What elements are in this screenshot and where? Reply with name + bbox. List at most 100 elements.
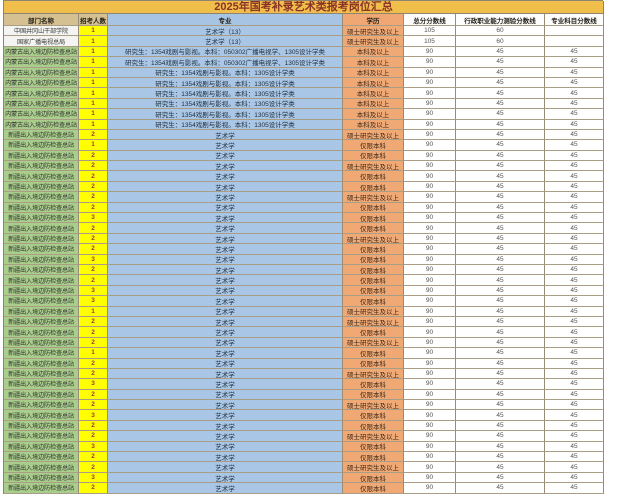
cell-total-score[interactable]: 90 [404, 316, 456, 328]
cell-major[interactable]: 艺术学 [108, 181, 343, 193]
cell-department[interactable]: 内蒙古出入境边防检查总站 [4, 46, 79, 58]
cell-major[interactable]: 艺术学 [108, 223, 343, 234]
cell-aptitude-score[interactable]: 45 [456, 296, 545, 307]
cell-total-score[interactable]: 90 [404, 129, 456, 141]
cell-department[interactable]: 新疆出入境边防检查总站 [4, 192, 79, 203]
cell-education[interactable]: 仅限本科 [343, 348, 404, 359]
cell-recruit-count[interactable]: 2 [79, 150, 108, 162]
cell-department[interactable]: 新疆出入境边防检查总站 [4, 161, 79, 172]
cell-recruit-count[interactable]: 2 [79, 327, 108, 338]
cell-total-score[interactable]: 90 [404, 452, 456, 463]
cell-aptitude-score[interactable]: 45 [456, 410, 545, 421]
cell-department[interactable]: 新疆出入境边防检查总站 [4, 213, 79, 224]
cell-aptitude-score[interactable]: 45 [456, 441, 545, 453]
cell-total-score[interactable]: 90 [404, 348, 456, 359]
cell-major[interactable]: 艺术学 [108, 441, 343, 453]
cell-recruit-count[interactable]: 3 [79, 472, 108, 484]
cell-recruit-count[interactable]: 1 [79, 98, 108, 110]
cell-total-score[interactable]: 105 [404, 36, 456, 47]
cell-total-score[interactable]: 90 [404, 275, 456, 286]
cell-education[interactable]: 仅限本科 [343, 441, 404, 453]
cell-department[interactable]: 新疆出入境边防检查总站 [4, 233, 79, 245]
cell-department[interactable]: 新疆出入境边防检查总站 [4, 244, 79, 255]
cell-total-score[interactable]: 90 [404, 296, 456, 307]
cell-recruit-count[interactable]: 1 [79, 36, 108, 47]
cell-subject-score[interactable]: 45 [545, 285, 604, 297]
cell-recruit-count[interactable]: 3 [79, 254, 108, 265]
cell-total-score[interactable]: 90 [404, 109, 456, 120]
cell-aptitude-score[interactable]: 45 [456, 192, 545, 203]
cell-aptitude-score[interactable]: 45 [456, 98, 545, 110]
cell-education[interactable]: 仅限本科 [343, 171, 404, 182]
cell-total-score[interactable]: 90 [404, 46, 456, 58]
cell-aptitude-score[interactable]: 45 [456, 379, 545, 390]
cell-total-score[interactable]: 90 [404, 223, 456, 234]
cell-subject-score[interactable]: 45 [545, 337, 604, 349]
cell-subject-score[interactable]: 45 [545, 140, 604, 151]
cell-subject-score[interactable]: 45 [545, 98, 604, 110]
cell-total-score[interactable]: 90 [404, 358, 456, 369]
cell-total-score[interactable]: 90 [404, 254, 456, 265]
cell-department[interactable]: 新疆出入境边防检查总站 [4, 441, 79, 453]
cell-subject-score[interactable]: 45 [545, 472, 604, 484]
cell-recruit-count[interactable]: 2 [79, 389, 108, 401]
cell-department[interactable]: 新疆出入境边防检查总站 [4, 306, 79, 317]
cell-education[interactable]: 本科及以上 [343, 67, 404, 78]
cell-education[interactable]: 本科及以上 [343, 57, 404, 68]
cell-total-score[interactable]: 90 [404, 171, 456, 182]
cell-total-score[interactable]: 90 [404, 431, 456, 442]
cell-major[interactable]: 艺术学 [108, 202, 343, 214]
cell-aptitude-score[interactable]: 45 [456, 275, 545, 286]
cell-education[interactable]: 硕士研究生及以上 [343, 462, 404, 473]
cell-total-score[interactable]: 90 [404, 181, 456, 193]
cell-recruit-count[interactable]: 2 [79, 400, 108, 411]
cell-major[interactable]: 艺术学 [108, 379, 343, 390]
cell-subject-score[interactable]: 45 [545, 368, 604, 380]
cell-education[interactable]: 仅限本科 [343, 244, 404, 255]
cell-total-score[interactable]: 90 [404, 67, 456, 78]
cell-aptitude-score[interactable]: 45 [456, 244, 545, 255]
cell-major[interactable]: 研究生：1354戏剧与影视。本科：1305设计学类 [108, 98, 343, 110]
cell-department[interactable]: 新疆出入境边防检查总站 [4, 327, 79, 338]
cell-department[interactable]: 新疆出入境边防检查总站 [4, 150, 79, 162]
cell-education[interactable]: 本科及以上 [343, 46, 404, 58]
cell-department[interactable]: 新疆出入境边防检查总站 [4, 389, 79, 401]
cell-total-score[interactable]: 90 [404, 98, 456, 110]
cell-aptitude-score[interactable]: 45 [456, 316, 545, 328]
cell-department[interactable]: 新疆出入境边防检查总站 [4, 452, 79, 463]
cell-major[interactable]: 研究生：1354戏剧与影视。本科：1305设计学类 [108, 67, 343, 78]
cell-department[interactable]: 新疆出入境边防检查总站 [4, 420, 79, 432]
cell-education[interactable]: 仅限本科 [343, 379, 404, 390]
header-total-score[interactable]: 总分分数线 [404, 14, 456, 26]
cell-recruit-count[interactable]: 2 [79, 192, 108, 203]
cell-major[interactable]: 艺术学（13） [108, 36, 343, 47]
cell-aptitude-score[interactable]: 45 [456, 150, 545, 162]
cell-aptitude-score[interactable]: 45 [456, 483, 545, 494]
cell-major[interactable]: 艺术学 [108, 275, 343, 286]
cell-education[interactable]: 硕士研究生及以上 [343, 368, 404, 380]
cell-recruit-count[interactable]: 2 [79, 337, 108, 349]
cell-subject-score[interactable]: 45 [545, 254, 604, 265]
cell-subject-score[interactable]: 45 [545, 150, 604, 162]
cell-department[interactable]: 内蒙古出入境边防检查总站 [4, 77, 79, 89]
cell-department[interactable]: 新疆出入境边防检查总站 [4, 483, 79, 494]
cell-subject-score[interactable]: 45 [545, 171, 604, 182]
cell-major[interactable]: 艺术学 [108, 327, 343, 338]
cell-department[interactable]: 内蒙古出入境边防检查总站 [4, 119, 79, 130]
cell-department[interactable]: 新疆出入境边防检查总站 [4, 316, 79, 328]
cell-education[interactable]: 仅限本科 [343, 181, 404, 193]
cell-department[interactable]: 新疆出入境边防检查总站 [4, 337, 79, 349]
cell-subject-score[interactable]: 45 [545, 67, 604, 78]
cell-recruit-count[interactable]: 1 [79, 67, 108, 78]
cell-major[interactable]: 艺术学 [108, 410, 343, 421]
cell-subject-score[interactable]: 45 [545, 379, 604, 390]
cell-department[interactable]: 新疆出入境边防检查总站 [4, 181, 79, 193]
table-title[interactable]: 2025年国考补录艺术类报考岗位汇总 [4, 1, 604, 14]
cell-major[interactable]: 艺术学 [108, 161, 343, 172]
cell-education[interactable]: 仅限本科 [343, 223, 404, 234]
cell-aptitude-score[interactable]: 45 [456, 327, 545, 338]
header-department[interactable]: 部门名称 [4, 14, 79, 26]
cell-department[interactable]: 新疆出入境边防检查总站 [4, 202, 79, 214]
cell-subject-score[interactable]: 45 [545, 109, 604, 120]
cell-total-score[interactable]: 90 [404, 233, 456, 245]
